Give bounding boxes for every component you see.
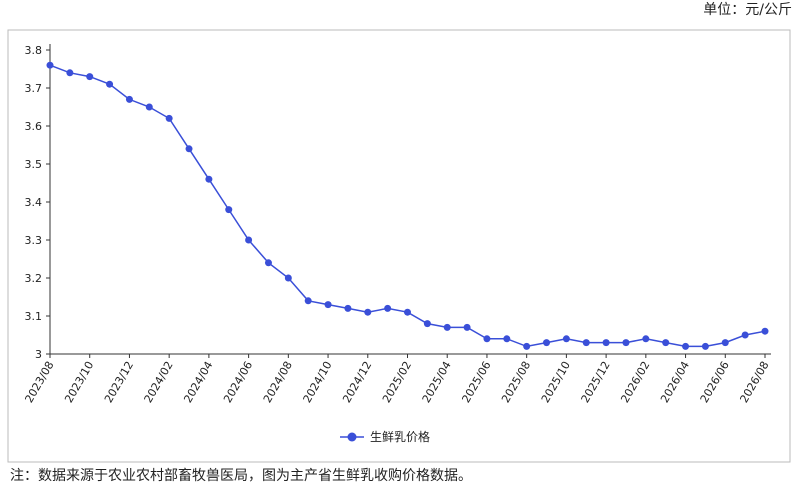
unit-label: 单位：元/公斤 (703, 2, 792, 18)
data-point (245, 236, 253, 244)
x-tick-label: 2025/06 (459, 359, 493, 405)
data-point (205, 175, 213, 183)
y-tick-label: 3.3 (25, 234, 43, 247)
data-point (384, 304, 392, 312)
y-tick-label: 3 (35, 348, 42, 361)
y-tick-label: 3.6 (25, 120, 43, 133)
data-point (165, 114, 173, 122)
data-point (483, 335, 491, 343)
x-tick-label: 2024/04 (181, 359, 215, 405)
data-point (364, 308, 372, 316)
data-point (543, 339, 551, 347)
x-tick-label: 2023/08 (22, 359, 56, 405)
data-point (284, 274, 292, 282)
series-line (49, 64, 766, 348)
data-point (423, 320, 431, 328)
x-tick-label: 2024/08 (261, 359, 295, 405)
footnote: 注：数据来源于农业农村部畜牧兽医局，图为主产省生鲜乳收购价格数据。 (10, 468, 472, 484)
y-tick-label: 3.4 (25, 196, 43, 209)
data-point (443, 323, 451, 331)
data-point (324, 301, 332, 309)
x-tick-label: 2026/08 (737, 359, 771, 405)
data-point (523, 342, 531, 350)
data-point (582, 339, 590, 347)
x-tick-label: 2025/12 (579, 359, 613, 405)
x-tick-label: 2026/02 (618, 359, 652, 405)
x-tick-label: 2026/06 (698, 359, 732, 405)
data-point (761, 327, 769, 335)
x-tick-label: 2025/08 (499, 359, 533, 405)
legend-marker (347, 432, 357, 442)
data-point (225, 206, 233, 214)
data-point (463, 323, 471, 331)
data-point (185, 145, 193, 153)
data-point (304, 297, 312, 305)
data-point (344, 304, 352, 312)
legend-label: 生鲜乳价格 (370, 429, 430, 444)
x-tick-label: 2025/10 (539, 359, 573, 405)
y-tick-label: 3.8 (25, 44, 43, 57)
y-tick-label: 3.2 (25, 272, 43, 285)
data-point (106, 80, 114, 88)
data-point (741, 331, 749, 339)
x-tick-label: 2026/04 (658, 359, 692, 405)
x-tick-label: 2024/02 (142, 359, 176, 405)
x-tick-label: 2025/02 (380, 359, 414, 405)
data-point (66, 69, 74, 77)
x-tick-label: 2023/10 (62, 359, 96, 405)
x-tick-label: 2025/04 (420, 359, 454, 405)
data-point (682, 342, 690, 350)
x-tick-label: 2024/10 (301, 359, 335, 405)
data-point (46, 61, 54, 69)
x-tick-label: 2024/06 (221, 359, 255, 405)
data-point (622, 339, 630, 347)
y-tick-label: 3.5 (25, 158, 43, 171)
data-point (125, 95, 133, 103)
data-point (662, 339, 670, 347)
data-point (145, 103, 153, 111)
data-point (264, 259, 272, 267)
x-tick-label: 2023/12 (102, 359, 136, 405)
chart-frame (7, 29, 791, 463)
data-point (404, 308, 411, 316)
data-point (721, 339, 729, 347)
data-point (562, 335, 570, 343)
data-point (642, 335, 650, 343)
y-tick-label: 3.7 (25, 82, 43, 95)
y-tick-label: 3.1 (25, 310, 43, 323)
x-tick-label: 2024/12 (340, 359, 374, 405)
data-point (86, 73, 94, 81)
data-point (701, 342, 709, 350)
data-point (602, 339, 610, 347)
data-point (503, 335, 511, 343)
